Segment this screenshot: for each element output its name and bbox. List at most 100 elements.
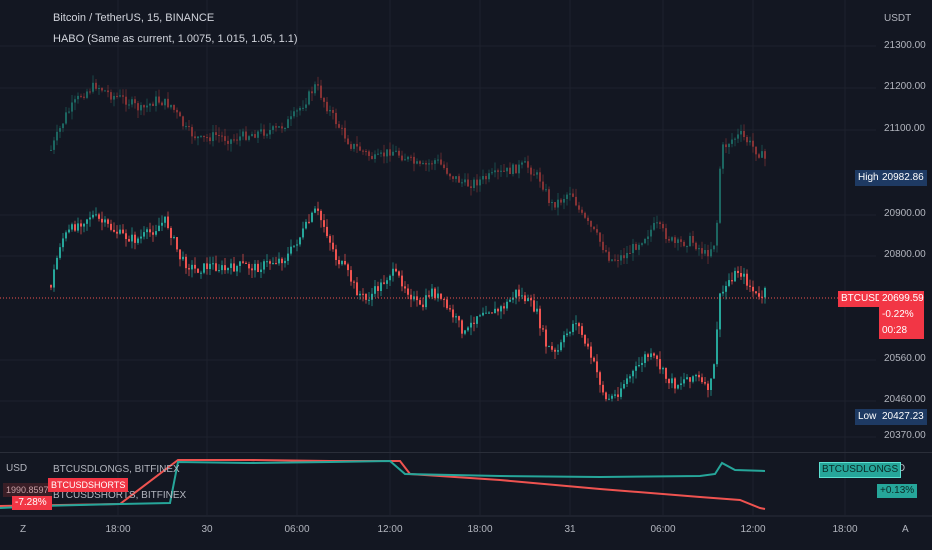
habo-candle — [524, 161, 526, 163]
habo-candle — [593, 226, 595, 230]
price-candle — [161, 222, 163, 226]
habo-candle — [299, 107, 301, 111]
shorts-faded-value: 1990.8597 — [3, 483, 52, 497]
price-candle — [611, 395, 613, 399]
price-candle — [227, 267, 229, 271]
habo-candle — [380, 152, 382, 154]
price-candle — [215, 263, 217, 271]
habo-candle — [761, 151, 763, 158]
habo-candle — [716, 222, 718, 246]
symbol-legend[interactable]: Bitcoin / TetherUS, 15, BINANCE — [53, 12, 215, 24]
time-axis-left-button[interactable]: Z — [20, 524, 27, 535]
price-candle — [176, 237, 178, 250]
price-candle — [50, 285, 52, 288]
main-chart-pane[interactable] — [0, 0, 932, 452]
price-candle — [95, 214, 97, 216]
habo-candle — [164, 98, 166, 106]
price-candle — [455, 316, 457, 318]
habo-candle — [209, 137, 211, 142]
habo-candle — [341, 127, 343, 129]
habo-candle — [692, 236, 694, 243]
habo-candle — [743, 130, 745, 138]
habo-candle — [374, 154, 376, 159]
habo-candle — [458, 176, 460, 183]
price-candle — [659, 359, 661, 370]
price-candle — [704, 382, 706, 384]
time-axis-label: 18:00 — [832, 524, 858, 535]
habo-candle — [302, 107, 304, 109]
price-candle — [647, 354, 649, 357]
last-price-tag: 20699.59 — [879, 291, 924, 307]
habo-candle — [134, 99, 136, 104]
price-axis-label: 21300.00 — [884, 40, 926, 51]
price-candle — [59, 247, 61, 258]
habo-candle — [728, 143, 730, 148]
habo-candle — [146, 105, 148, 108]
habo-candle — [140, 105, 142, 111]
habo-candle — [503, 170, 505, 172]
habo-candle — [95, 82, 97, 89]
longs-series-legend[interactable]: BTCUSDLONGS, BITFINEX — [53, 464, 180, 475]
price-candle — [644, 354, 646, 363]
price-candle — [155, 231, 157, 235]
price-candle — [188, 268, 190, 270]
habo-candle — [230, 139, 232, 144]
price-candle — [677, 385, 679, 389]
price-candle — [443, 298, 445, 300]
habo-candle — [104, 90, 106, 92]
price-axis-currency[interactable]: USDT — [884, 13, 912, 24]
price-candle — [317, 208, 319, 211]
price-candle — [53, 269, 55, 288]
price-chart[interactable] — [0, 0, 932, 452]
habo-candle — [758, 154, 760, 158]
price-candle — [539, 308, 541, 329]
habo-candle — [413, 156, 415, 164]
habo-candle — [575, 196, 577, 206]
price-candle — [566, 333, 568, 336]
pane-separator[interactable] — [0, 452, 932, 453]
habo-candle — [257, 131, 259, 138]
habo-candle — [755, 146, 757, 155]
price-candle — [86, 219, 88, 224]
habo-candle — [407, 156, 409, 160]
price-candle — [578, 323, 580, 327]
habo-candle — [551, 201, 553, 203]
indicator-left-currency[interactable]: USD — [6, 463, 28, 474]
price-candle — [275, 263, 277, 265]
habo-candle — [368, 151, 370, 157]
habo-candle — [749, 140, 751, 143]
price-candle — [572, 323, 574, 333]
habo-candle — [326, 101, 328, 112]
price-candle — [746, 273, 748, 286]
price-candle — [467, 327, 469, 331]
price-candle — [89, 217, 91, 220]
shorts-series-legend[interactable]: BTCUSDSHORTS, BITFINEX — [53, 490, 187, 501]
habo-candle — [713, 245, 715, 250]
price-candle — [350, 270, 352, 282]
habo-candle — [197, 136, 199, 139]
habo-candle — [608, 251, 610, 261]
price-candle — [536, 308, 538, 312]
auto-scale-button[interactable]: A — [902, 524, 909, 535]
price-candle — [194, 264, 196, 269]
price-candle — [506, 301, 508, 309]
indicator-legend[interactable]: HABO (Same as current, 1.0075, 1.015, 1.… — [53, 33, 298, 45]
price-candle — [437, 293, 439, 299]
habo-candle — [314, 84, 316, 94]
price-candle — [422, 304, 424, 308]
price-candle — [287, 253, 289, 261]
price-candle — [665, 367, 667, 379]
price-candle — [206, 263, 208, 270]
habo-candle — [734, 138, 736, 140]
price-candle — [560, 342, 562, 351]
price-candle — [374, 286, 376, 294]
price-candle — [662, 367, 664, 370]
price-candle — [452, 309, 454, 318]
habo-candle — [605, 250, 607, 252]
habo-candle — [464, 179, 466, 183]
price-candle — [389, 275, 391, 281]
price-candle — [545, 329, 547, 347]
habo-candle — [533, 174, 535, 176]
habo-candle — [560, 199, 562, 203]
price-candle — [83, 223, 85, 227]
